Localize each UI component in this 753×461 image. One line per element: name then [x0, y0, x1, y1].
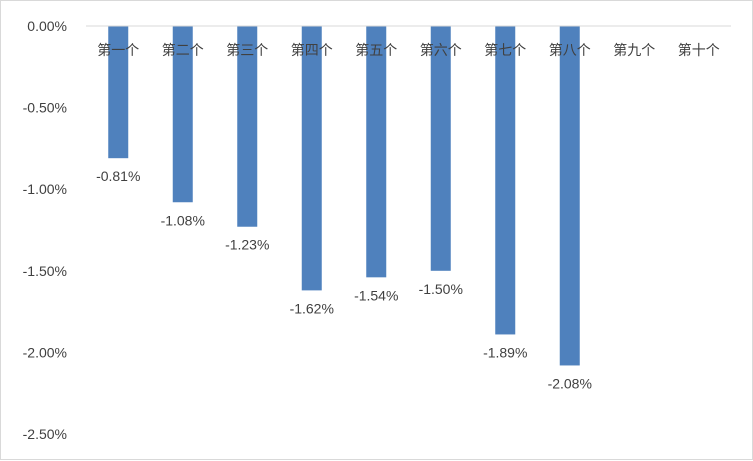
bar [430, 26, 451, 271]
y-axis-labels: 0.00% -0.50% -1.00% -1.50% -2.00% -2.50% [23, 18, 67, 442]
data-label: -1.08% [161, 212, 205, 228]
bar [108, 26, 129, 159]
data-label: -1.89% [483, 344, 527, 360]
x-tick-label: 第十个 [678, 42, 720, 58]
data-label: -1.23% [225, 237, 269, 253]
data-label: -0.81% [96, 168, 140, 184]
data-label: -1.50% [419, 281, 463, 297]
data-labels: -0.81% -1.08% -1.23% -1.62% -1.54% -1.50% -1.8… [96, 168, 592, 391]
y-tick-label: 0.00% [27, 18, 67, 34]
bar [495, 26, 516, 335]
bar [301, 26, 322, 291]
y-tick-label: -1.50% [23, 263, 67, 279]
bar [559, 26, 580, 366]
x-tick-label: 第八个 [549, 42, 591, 58]
data-label: -2.08% [548, 375, 592, 391]
bar [366, 26, 387, 278]
x-tick-label: 第六个 [420, 42, 462, 58]
y-tick-label: -2.50% [23, 426, 67, 442]
x-axis-labels: 第一个 第二个 第三个 第四个 第五个 第六个 第七个 第八个 第九个 第十个 [97, 42, 720, 58]
y-tick-label: -1.00% [23, 181, 67, 197]
x-tick-label: 第九个 [613, 42, 655, 58]
x-tick-label: 第五个 [355, 42, 397, 58]
bar [172, 26, 193, 203]
bar [237, 26, 258, 227]
x-tick-label: 第四个 [291, 42, 333, 58]
y-tick-label: -2.00% [23, 344, 67, 360]
x-tick-label: 第三个 [226, 42, 268, 58]
bars [108, 26, 580, 366]
y-tick-label: -0.50% [23, 100, 67, 116]
x-tick-label: 第二个 [162, 42, 204, 58]
data-label: -1.62% [290, 300, 334, 316]
data-label: -1.54% [354, 287, 398, 303]
x-tick-label: 第一个 [97, 42, 139, 58]
x-tick-label: 第七个 [484, 42, 526, 58]
